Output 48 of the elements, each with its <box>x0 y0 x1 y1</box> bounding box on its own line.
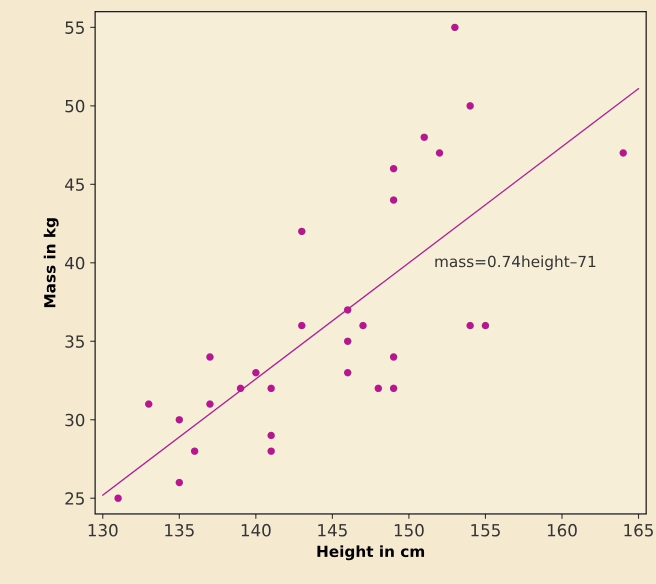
point <box>451 24 458 32</box>
point <box>267 432 275 440</box>
x-tick-label: 155 <box>471 524 500 537</box>
point <box>620 149 627 157</box>
x-tick-label: 150 <box>394 524 424 537</box>
y-tick-label: 55 <box>65 22 84 34</box>
point <box>344 306 352 314</box>
point <box>176 416 183 424</box>
y-tick-label: 40 <box>65 256 84 270</box>
point <box>114 494 122 502</box>
point <box>176 478 183 486</box>
y-tick-label: 50 <box>65 100 84 112</box>
point <box>359 322 367 330</box>
x-tick-label: 145 <box>318 524 347 537</box>
point <box>190 447 198 455</box>
point <box>267 447 275 455</box>
annotation: mass=0.74height–71 <box>435 255 596 270</box>
point <box>436 149 444 157</box>
point <box>344 338 352 345</box>
point <box>390 196 398 204</box>
x-tick-label: 160 <box>548 524 577 537</box>
point <box>390 384 398 392</box>
y-axis-title: Mass in kg <box>44 218 59 308</box>
point <box>482 322 490 330</box>
y-tick-label: 30 <box>65 414 84 426</box>
point <box>145 400 152 408</box>
point <box>298 228 306 236</box>
point <box>374 384 382 392</box>
point <box>206 353 214 361</box>
x-tick-label: 140 <box>242 524 271 537</box>
point <box>252 368 260 376</box>
point <box>206 400 214 408</box>
point <box>390 353 398 361</box>
point <box>236 384 244 392</box>
y-tick-label: 45 <box>65 178 84 191</box>
point <box>298 322 306 330</box>
point <box>267 384 275 392</box>
point <box>344 368 352 376</box>
x-tick-label: 165 <box>624 524 653 537</box>
y-tick-label: 35 <box>65 335 84 348</box>
x-tick-label: 135 <box>165 524 194 537</box>
y-tick-label: 25 <box>65 492 84 505</box>
x-axis-title: Height in cm <box>317 545 424 560</box>
point <box>390 164 398 172</box>
point <box>466 322 474 330</box>
x-tick-label: 130 <box>88 524 118 537</box>
point <box>420 134 428 141</box>
point <box>466 102 474 110</box>
